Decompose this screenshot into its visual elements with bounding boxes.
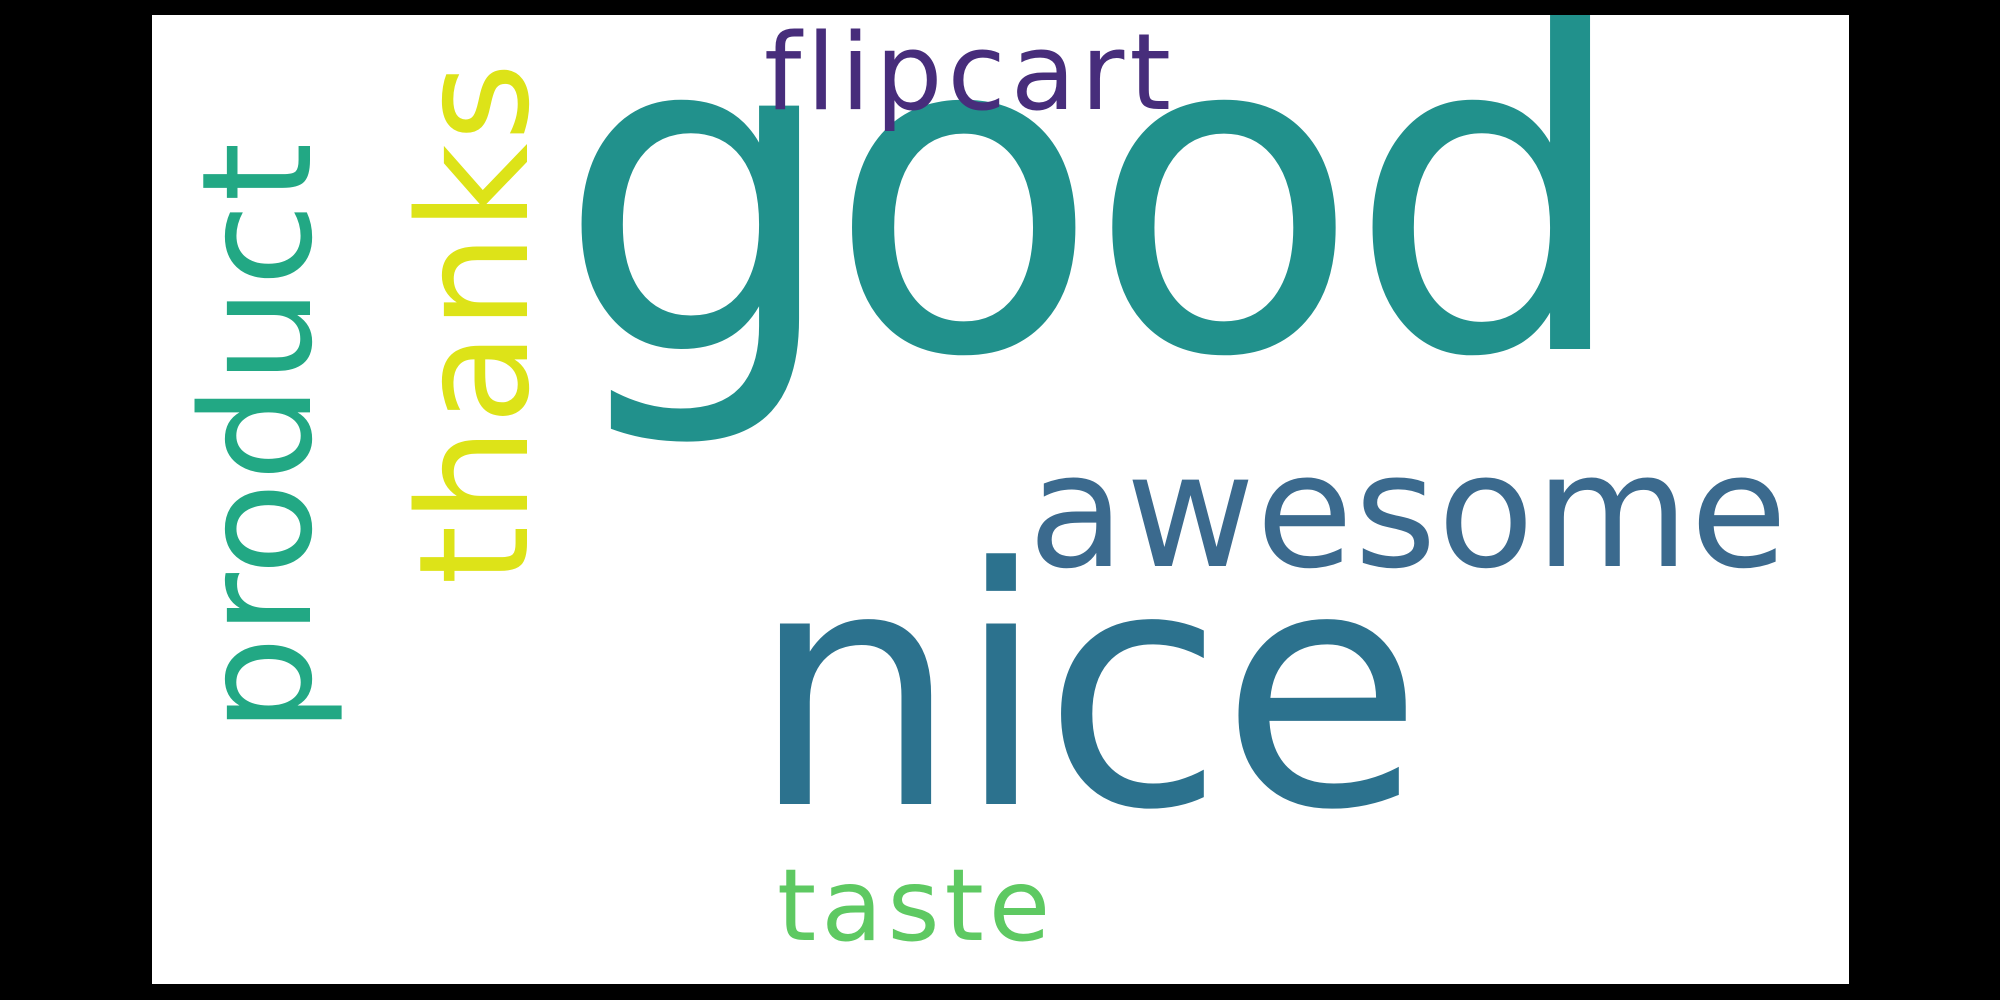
word-flipcart: flipcart [764,15,1176,134]
word-product: product [169,141,346,733]
word-awesome: awesome [1028,420,1789,604]
word-nice: nice [750,498,1423,882]
word-thanks: thanks [386,60,563,585]
word-good: good [557,15,1630,454]
word-cloud: good nice awesome flipcart taste thanks … [152,15,1849,984]
word-taste: taste [777,847,1056,964]
